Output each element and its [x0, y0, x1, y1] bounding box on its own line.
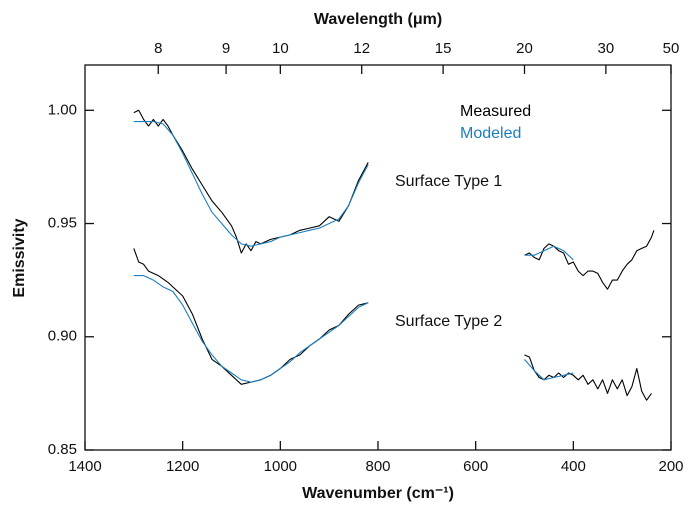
- x-tick-label: 400: [561, 458, 586, 475]
- x-tick-label: 1200: [166, 458, 199, 475]
- x-tick-label: 1000: [264, 458, 297, 475]
- x-tick-label: 800: [365, 458, 390, 475]
- annotation: Surface Type 1: [395, 173, 502, 190]
- x2-tick-label: 15: [435, 40, 452, 57]
- x2-axis-title: Wavelength (μm): [314, 11, 442, 28]
- x2-tick-label: 9: [222, 40, 230, 57]
- x2-tick-label: 12: [353, 40, 370, 57]
- y-tick-label: 0.85: [48, 441, 77, 458]
- annotation: Surface Type 2: [395, 313, 502, 330]
- series-line: [133, 248, 652, 401]
- x2-tick-label: 10: [272, 40, 289, 57]
- y-axis-title: Emissivity: [11, 218, 28, 297]
- legend-entry: Modeled: [460, 125, 521, 142]
- y-tick-label: 1.00: [48, 101, 77, 118]
- x-tick-label: 200: [658, 458, 683, 475]
- x2-tick-label: 30: [598, 40, 615, 57]
- series-line: [133, 109, 655, 290]
- y-tick-label: 0.95: [48, 214, 77, 231]
- plot-frame: [84, 64, 672, 451]
- x-axis-title: Wavenumber (cm⁻¹): [302, 485, 454, 502]
- series-line: [133, 121, 574, 261]
- series-line: [133, 275, 574, 383]
- x2-tick-label: 50: [663, 40, 680, 57]
- legend-entry: Measured: [460, 103, 531, 120]
- x2-tick-label: 20: [516, 40, 533, 57]
- y-tick-label: 0.90: [48, 328, 77, 345]
- x-tick-label: 600: [463, 458, 488, 475]
- x-tick-label: 1400: [68, 458, 101, 475]
- x2-tick-label: 8: [154, 40, 162, 57]
